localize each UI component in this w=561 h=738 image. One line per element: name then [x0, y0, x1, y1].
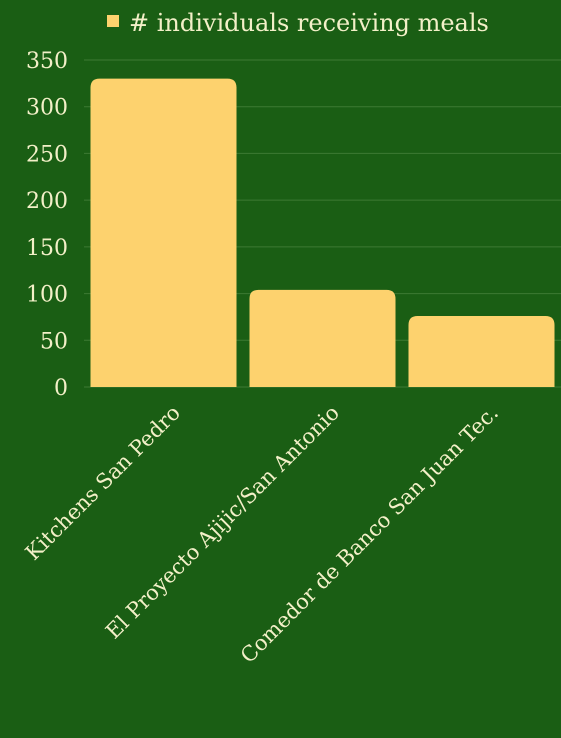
y-tick-label: 300 — [26, 96, 68, 121]
bar — [249, 289, 396, 387]
legend-label: # individuals receiving meals — [129, 9, 489, 37]
y-tick-label: 100 — [26, 283, 68, 308]
bars — [90, 78, 555, 387]
legend-swatch — [107, 15, 119, 27]
y-tick-label: 0 — [54, 376, 68, 401]
y-tick-label: 350 — [26, 49, 68, 74]
bar — [408, 315, 555, 387]
x-tick-label: Comedor de Banco San Juan Tec. — [236, 401, 503, 668]
y-tick-label: 50 — [40, 329, 68, 354]
x-tick-label: Kitchens San Pedro — [21, 401, 185, 565]
bar — [90, 78, 237, 387]
legend: # individuals receiving meals — [107, 9, 489, 37]
y-tick-label: 250 — [26, 142, 68, 167]
y-axis-ticks: 0 50 100 150 200 250 300 350 — [26, 49, 68, 401]
y-tick-label: 150 — [26, 236, 68, 261]
y-tick-label: 200 — [26, 189, 68, 214]
